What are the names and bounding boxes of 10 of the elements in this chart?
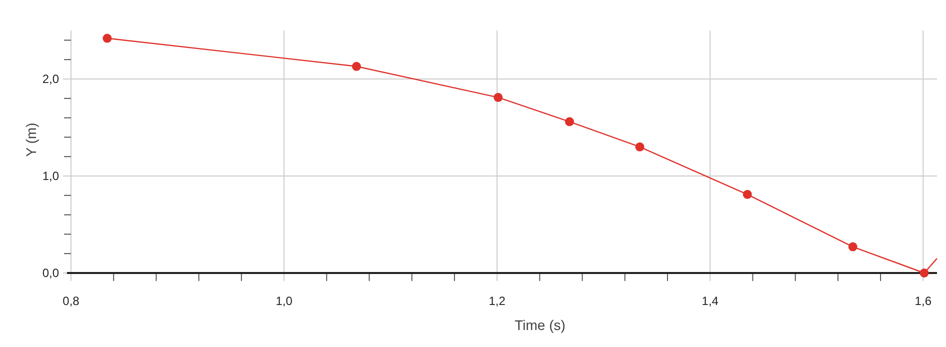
x-tick-label: 1,4 bbox=[702, 294, 719, 308]
x-axis-title: Time (s) bbox=[514, 317, 566, 333]
y-axis-title: Y (m) bbox=[23, 122, 39, 157]
x-tick-label: 1,2 bbox=[488, 294, 506, 308]
x-tick-label: 1,0 bbox=[276, 294, 293, 308]
y-tick-label: 1,0 bbox=[42, 169, 60, 183]
x-tick-label: 1,6 bbox=[914, 294, 932, 308]
y-tick-label: 2,0 bbox=[42, 72, 60, 86]
x-tick-label: 0,8 bbox=[62, 294, 80, 308]
y-tick-label: 0,0 bbox=[42, 266, 60, 280]
